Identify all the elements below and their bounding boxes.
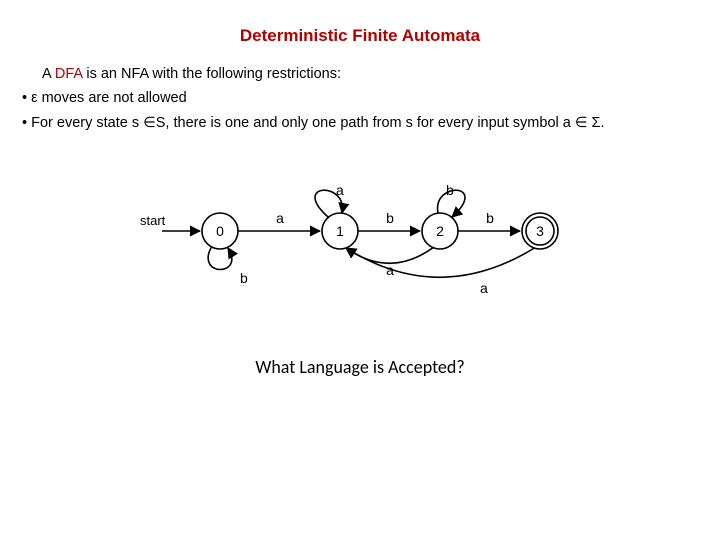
svg-text:a: a [480,280,488,296]
automaton-svg: startabbbabaa0123 [100,151,620,331]
title-text: Deterministic Finite Automata [240,26,480,45]
svg-text:b: b [446,182,454,198]
svg-text:a: a [276,210,284,226]
svg-text:3: 3 [536,223,544,239]
svg-text:b: b [386,210,394,226]
intro-prefix: A [42,66,55,82]
svg-text:start: start [140,213,166,228]
svg-text:a: a [336,182,344,198]
dfa-term: DFA [55,66,82,82]
intro-suffix: is an NFA with the following restriction… [82,66,341,82]
svg-text:0: 0 [216,223,224,239]
svg-text:1: 1 [336,223,344,239]
bullet-1: • ε moves are not allowed [0,88,720,108]
question-text: What Language is Accepted? [0,356,720,378]
svg-text:b: b [486,210,494,226]
bullet-text: For every state s ∈S, there is one and o… [27,115,604,131]
page-title: Deterministic Finite Automata [0,0,720,64]
bullet-text: ε moves are not allowed [27,90,187,106]
intro-line: A DFA is an NFA with the following restr… [0,64,720,84]
automaton-diagram: startabbbabaa0123 [0,151,720,334]
svg-text:b: b [240,270,248,286]
svg-text:2: 2 [436,223,444,239]
bullet-2: • For every state s ∈S, there is one and… [0,113,720,133]
